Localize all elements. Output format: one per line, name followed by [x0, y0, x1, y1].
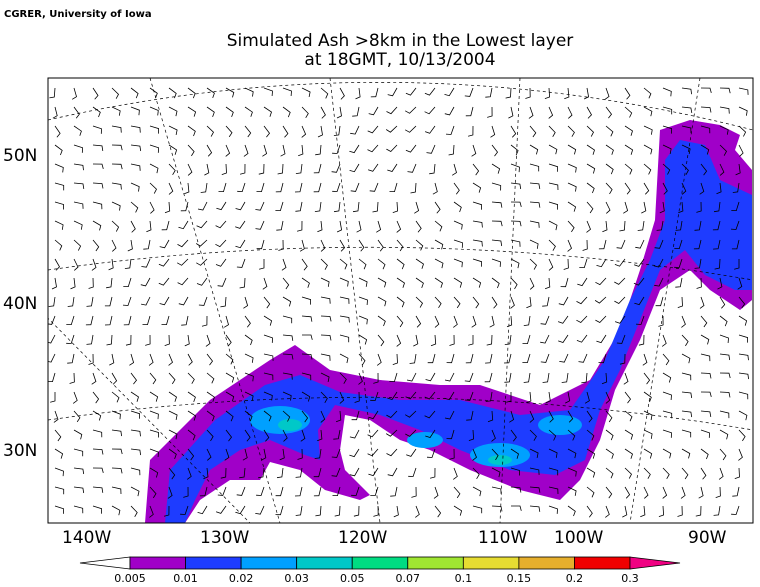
- lon-label: 140W: [62, 528, 111, 548]
- ash-plume-peak: [488, 455, 512, 465]
- colorbar-label: 0.15: [507, 572, 532, 585]
- ash-plume-high: [407, 432, 443, 448]
- ash-plume-peak: [278, 419, 302, 431]
- colorbar-label: 0.005: [114, 572, 146, 585]
- lat-label: 30N: [3, 441, 37, 461]
- ash-plume-high: [250, 406, 310, 434]
- colorbar-segment: [574, 556, 631, 570]
- graticule: [48, 78, 753, 523]
- lat-label: 40N: [3, 294, 37, 314]
- map-frame: [47, 77, 754, 524]
- colorbar-label: 0.07: [396, 572, 421, 585]
- ash-plume-high: [538, 415, 582, 435]
- colorbar: 0.005 0.01 0.02 0.03 0.05 0.07 0.1 0.15 0.2 0.3: [79, 556, 681, 585]
- colorbar-label: 0.05: [340, 572, 365, 585]
- colorbar-low-end: [79, 556, 131, 570]
- lon-label: 90W: [688, 528, 727, 548]
- colorbar-label: 0.1: [455, 572, 473, 585]
- colorbar-segment: [407, 556, 464, 570]
- lon-label: 110W: [478, 528, 527, 548]
- colorbar-segment: [296, 556, 353, 570]
- colorbar-label: 0.03: [284, 572, 309, 585]
- colorbar-segment: [351, 556, 409, 570]
- ash-plume-mid: [165, 140, 752, 523]
- colorbar-segment: [129, 556, 186, 570]
- colorbar-high-end: [629, 556, 681, 570]
- title-line: Simulated Ash >8km in the Lowest layer: [227, 31, 574, 51]
- barb-lines: [48, 87, 749, 518]
- colorbar-segment: [518, 556, 575, 570]
- lon-label: 120W: [338, 528, 387, 548]
- lon-label: 100W: [554, 528, 603, 548]
- colorbar-label: 0.02: [229, 572, 254, 585]
- ash-plume-low: [145, 120, 752, 523]
- map-area: [48, 78, 753, 523]
- lon-label: 130W: [200, 528, 249, 548]
- colorbar-label: 0.3: [621, 572, 639, 585]
- colorbar-label: 0.2: [566, 572, 584, 585]
- title-line: at 18GMT, 10/13/2004: [304, 50, 495, 70]
- colorbar-segment: [462, 556, 520, 570]
- lat-label: 50N: [3, 146, 37, 166]
- colorbar-segment: [240, 556, 298, 570]
- wind-barbs: [48, 87, 749, 518]
- credit: CGRER, University of Iowa: [4, 9, 152, 20]
- colorbar-segment: [185, 556, 242, 570]
- colorbar-label: 0.01: [173, 572, 198, 585]
